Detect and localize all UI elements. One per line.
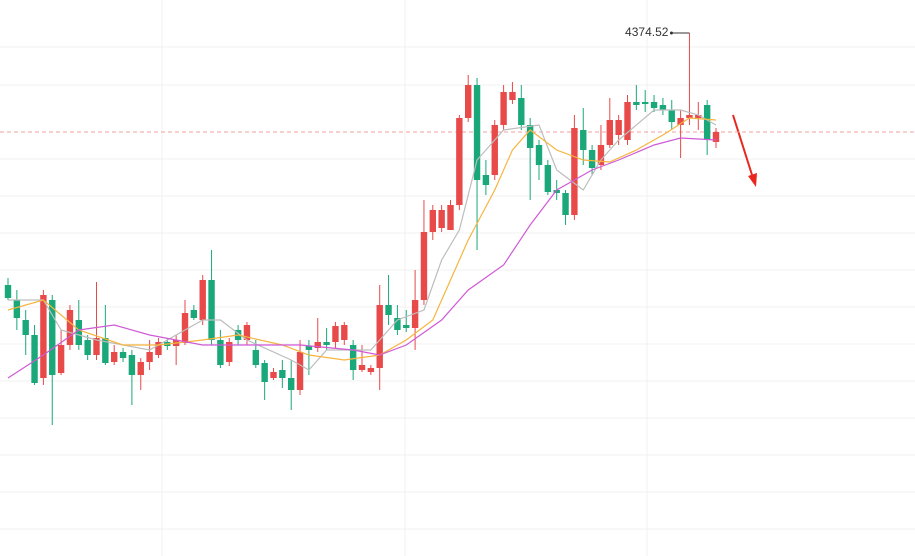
- candle-body: [199, 280, 206, 320]
- candle-body: [190, 310, 198, 318]
- arrow: [732, 114, 757, 187]
- moving-average-line: [8, 109, 717, 371]
- candle-body: [385, 305, 392, 315]
- candle-body: [429, 210, 436, 232]
- candle-body: [243, 325, 251, 340]
- candle-body: [217, 340, 224, 365]
- candle-body: [624, 102, 631, 140]
- candle-body: [4, 285, 12, 298]
- candle-body: [535, 145, 543, 165]
- candle-body: [40, 295, 47, 378]
- high-dot: [669, 31, 673, 35]
- candle-body: [703, 105, 711, 140]
- candle-body: [376, 305, 383, 368]
- candle-body: [411, 300, 419, 328]
- candle-body: [323, 342, 330, 345]
- candle-body: [270, 372, 277, 378]
- candle-body: [518, 98, 525, 125]
- candle-body: [349, 345, 357, 370]
- candle-body: [509, 92, 516, 100]
- candle-body: [314, 342, 321, 348]
- candle-body: [686, 115, 693, 118]
- candle-body: [261, 363, 268, 382]
- candle-body: [615, 120, 622, 135]
- candle-body: [288, 378, 295, 390]
- candle-body: [84, 340, 91, 355]
- candle-body: [208, 280, 215, 340]
- candle-body: [279, 370, 286, 378]
- high-label: 4374.52: [625, 25, 669, 39]
- candle-body: [633, 102, 640, 105]
- moving-average-line: [7, 137, 717, 379]
- candle-body: [226, 342, 233, 362]
- candle-body: [137, 362, 144, 375]
- candle-body: [588, 150, 596, 168]
- candle-body: [553, 190, 560, 193]
- candle-body: [677, 118, 684, 125]
- candle-body: [155, 342, 162, 355]
- candle-body: [93, 338, 100, 355]
- candle-body: [695, 115, 702, 118]
- candle-body: [659, 105, 667, 110]
- candle-body: [31, 335, 38, 383]
- candle-body: [252, 350, 259, 365]
- candle-body: [111, 352, 118, 362]
- candle-body: [358, 365, 366, 370]
- candle-body: [296, 352, 304, 390]
- candle-body: [465, 85, 472, 118]
- moving-average-line: [7, 117, 717, 361]
- candle-body: [650, 102, 658, 108]
- arrow-shaft: [732, 114, 754, 179]
- candle-body: [13, 300, 21, 318]
- candle-body: [57, 345, 65, 373]
- candle-body: [500, 92, 507, 125]
- candle-body: [580, 130, 587, 150]
- candle-body: [394, 318, 401, 330]
- candle-body: [712, 132, 720, 142]
- candle-body: [526, 125, 534, 148]
- candle-body: [66, 310, 74, 345]
- candle-body: [403, 325, 410, 328]
- candle-body: [341, 325, 348, 340]
- candle-body: [305, 346, 313, 350]
- candle-body: [75, 320, 82, 345]
- candle-body: [332, 326, 339, 342]
- candle-body: [642, 102, 649, 104]
- candle-body: [491, 125, 498, 175]
- arrow-head: [748, 173, 757, 187]
- candle-body: [482, 175, 490, 185]
- candle-body: [597, 145, 605, 165]
- candle-body: [420, 232, 428, 300]
- candle-body: [367, 368, 375, 372]
- candle-body: [128, 355, 136, 375]
- candle-body: [119, 352, 127, 358]
- candle-body: [102, 338, 109, 363]
- candle-body: [606, 120, 613, 145]
- candle-body: [473, 85, 481, 180]
- candle-body: [447, 205, 454, 230]
- candle-body: [562, 193, 569, 215]
- candle-body: [456, 118, 463, 205]
- candle-body: [544, 165, 552, 192]
- candle-body: [438, 210, 445, 228]
- candle-body: [668, 110, 675, 122]
- candle-body: [181, 313, 189, 343]
- candle-body: [571, 128, 578, 215]
- candle-body: [146, 352, 153, 362]
- candle-body: [49, 300, 56, 375]
- candle-body: [22, 320, 29, 335]
